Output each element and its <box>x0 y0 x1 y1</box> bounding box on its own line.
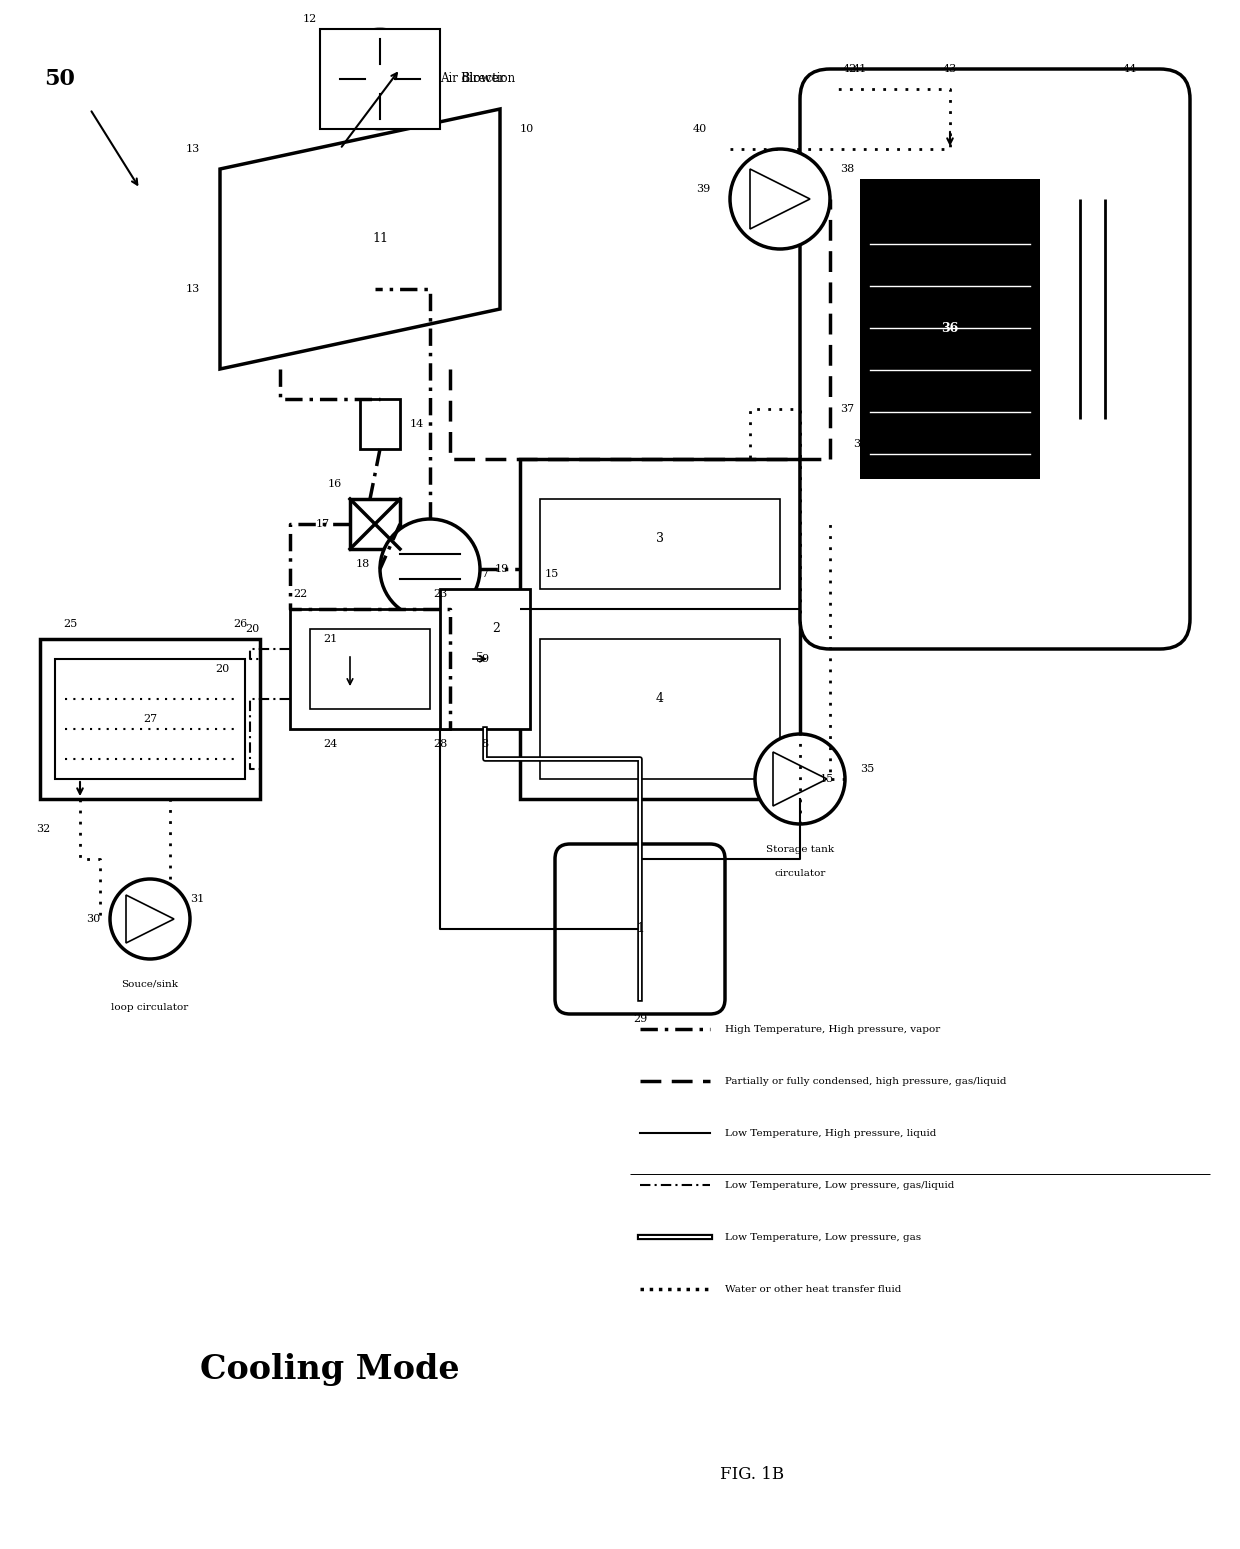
Text: High Temperature, High pressure, vapor: High Temperature, High pressure, vapor <box>725 1024 940 1033</box>
Text: 9: 9 <box>481 654 489 665</box>
Text: 12: 12 <box>303 14 317 23</box>
Circle shape <box>755 734 844 824</box>
Text: 15: 15 <box>546 568 559 579</box>
Bar <box>40 640 260 799</box>
Bar <box>539 499 780 589</box>
Bar <box>55 658 246 779</box>
Text: 19: 19 <box>495 564 510 575</box>
Text: 2: 2 <box>492 623 500 635</box>
Text: 13: 13 <box>186 144 200 153</box>
Text: FIG. 1B: FIG. 1B <box>720 1465 784 1482</box>
Bar <box>861 180 1040 479</box>
Text: 30: 30 <box>86 914 100 925</box>
Text: 29: 29 <box>632 1015 647 1024</box>
Bar <box>350 499 401 548</box>
Text: Partially or fully condensed, high pressure, gas/liquid: Partially or fully condensed, high press… <box>725 1077 1007 1086</box>
Text: 37: 37 <box>839 404 854 414</box>
Text: Cooling Mode: Cooling Mode <box>200 1352 460 1386</box>
Bar <box>440 589 529 730</box>
Text: 13: 13 <box>186 283 200 294</box>
Polygon shape <box>773 751 827 805</box>
Polygon shape <box>126 895 174 943</box>
Text: 4: 4 <box>656 692 663 705</box>
Text: 44: 44 <box>1123 64 1137 74</box>
Text: 8: 8 <box>481 739 489 750</box>
Text: Blower: Blower <box>460 73 505 85</box>
Text: 11: 11 <box>372 232 388 245</box>
Text: 36: 36 <box>941 322 959 336</box>
FancyBboxPatch shape <box>556 844 725 1015</box>
Polygon shape <box>219 108 500 369</box>
Bar <box>320 29 440 129</box>
Text: 7: 7 <box>481 568 489 579</box>
Text: Low Temperature, High pressure, liquid: Low Temperature, High pressure, liquid <box>725 1129 936 1137</box>
Polygon shape <box>750 169 810 229</box>
Circle shape <box>730 149 830 249</box>
Text: 24: 24 <box>322 739 337 750</box>
Text: 25: 25 <box>63 620 77 629</box>
Text: 3: 3 <box>656 533 663 545</box>
Text: 15: 15 <box>820 774 835 784</box>
Text: 41: 41 <box>853 64 867 74</box>
Text: 43: 43 <box>942 64 957 74</box>
Text: Storage tank: Storage tank <box>766 844 835 853</box>
Text: Low Temperature, Low pressure, gas/liquid: Low Temperature, Low pressure, gas/liqui… <box>725 1180 955 1190</box>
Text: 20: 20 <box>246 624 260 634</box>
Circle shape <box>379 519 480 620</box>
Text: Souce/sink: Souce/sink <box>122 979 179 988</box>
Text: 16: 16 <box>327 479 342 489</box>
Text: 38: 38 <box>839 164 854 173</box>
Text: 23: 23 <box>433 589 448 599</box>
Text: 20: 20 <box>216 665 229 674</box>
Text: circulator: circulator <box>774 869 826 878</box>
Bar <box>539 640 780 779</box>
Text: 10: 10 <box>520 124 534 135</box>
FancyBboxPatch shape <box>800 70 1190 649</box>
Circle shape <box>330 29 430 129</box>
Text: 42: 42 <box>843 64 857 74</box>
Text: Low Temperature, Low pressure, gas: Low Temperature, Low pressure, gas <box>725 1233 921 1241</box>
Text: Water or other heat transfer fluid: Water or other heat transfer fluid <box>725 1284 901 1293</box>
Text: 28: 28 <box>433 739 448 750</box>
Bar <box>520 459 800 799</box>
Text: 39: 39 <box>696 184 711 194</box>
Text: 14: 14 <box>410 418 424 429</box>
Text: 35: 35 <box>861 764 874 774</box>
Text: 40: 40 <box>693 124 707 135</box>
Text: 50: 50 <box>45 68 76 90</box>
Text: 21: 21 <box>322 634 337 644</box>
Text: 1: 1 <box>636 923 644 936</box>
Text: 31: 31 <box>190 894 205 905</box>
Text: Air direction: Air direction <box>440 73 515 85</box>
Text: 27: 27 <box>143 714 157 723</box>
Text: 5: 5 <box>476 652 484 666</box>
Text: 18: 18 <box>356 559 370 568</box>
Circle shape <box>110 878 190 959</box>
Text: 34: 34 <box>853 438 867 449</box>
Bar <box>310 629 430 709</box>
Text: 32: 32 <box>36 824 50 833</box>
Bar <box>360 400 401 449</box>
Text: 17: 17 <box>316 519 330 530</box>
Text: 22: 22 <box>293 589 308 599</box>
Bar <box>290 609 450 730</box>
Text: 26: 26 <box>233 620 247 629</box>
Text: 33: 33 <box>932 438 947 449</box>
Text: loop circulator: loop circulator <box>112 1002 188 1011</box>
